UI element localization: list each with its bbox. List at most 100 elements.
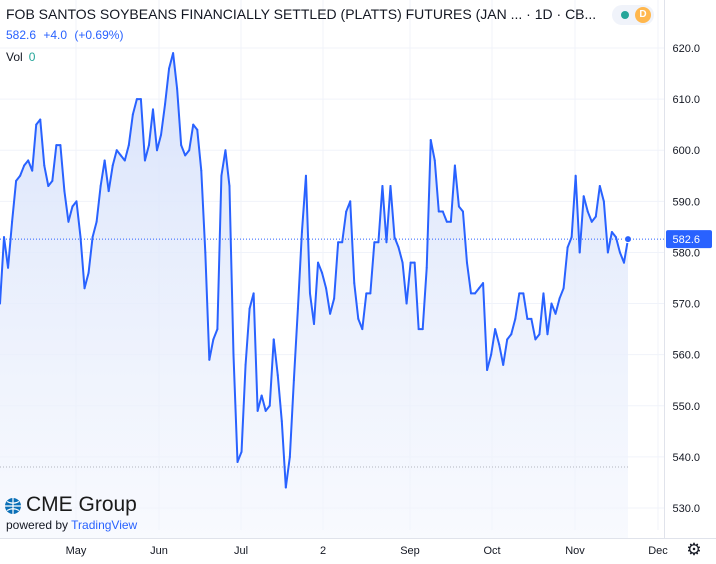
price-line-segment [204, 251, 211, 361]
price-line-segment [196, 128, 203, 172]
price-line-segment [614, 236, 621, 254]
price-line-segment [272, 338, 279, 377]
price-line-segment [562, 246, 569, 290]
price-line-segment [594, 185, 601, 218]
price-line-segment [156, 133, 163, 152]
tradingview-link[interactable]: TradingView [71, 518, 138, 532]
price-line-segment [361, 292, 368, 331]
price-line-segment [216, 174, 223, 331]
price-tick-label: 550.0 [672, 401, 700, 413]
price-line-segment [208, 338, 215, 361]
price-tick-label: 620.0 [672, 43, 700, 55]
cme-group-logo[interactable]: CME Group [4, 494, 137, 516]
price-tick-label: 610.0 [672, 94, 700, 106]
price-line-segment [554, 297, 561, 315]
price-line-segment [461, 210, 468, 264]
time-tick-label: Jul [234, 545, 248, 557]
price-line-segment [441, 210, 448, 223]
price-line-segment [566, 236, 573, 249]
price-line-segment [131, 98, 138, 116]
price-line-segment [494, 328, 501, 346]
price-line-segment [433, 159, 440, 213]
volume-legend[interactable]: Vol 0 [6, 50, 35, 64]
price-line-segment [602, 200, 609, 254]
price-line-segment [184, 149, 191, 157]
time-tick-label: Oct [483, 545, 500, 557]
price-line-segment [232, 353, 239, 463]
powered-by-text: powered by [6, 518, 69, 532]
price-line-segment [590, 215, 597, 223]
price-line-segment [341, 210, 348, 244]
price-line-segment [264, 404, 271, 412]
price-line-segment [212, 328, 219, 341]
price-line-segment [502, 338, 509, 366]
price-line-segment [401, 261, 408, 305]
price-line-segment [542, 292, 549, 336]
price-line-segment [256, 394, 263, 412]
price-line-segment [453, 164, 460, 208]
price-tick-label: 600.0 [672, 145, 700, 157]
price-line-segment [546, 302, 553, 336]
price-line-segment [3, 236, 10, 269]
price-line-segment [67, 205, 74, 223]
price-line-segment [325, 287, 332, 315]
price-line-segment [550, 302, 557, 315]
price-line-segment [63, 190, 70, 223]
price-line-segment [308, 292, 315, 325]
symbol-title[interactable]: FOB SANTOS SOYBEANS FINANCIALLY SETTLED … [6, 6, 597, 22]
price-line-segment [413, 261, 420, 331]
price-line-segment [498, 343, 505, 366]
price-tick-label: 560.0 [672, 350, 700, 362]
price-line-segment [292, 307, 299, 382]
price-line-segment [606, 231, 613, 254]
price-line-segment [288, 379, 295, 458]
price-line-segment [429, 139, 436, 162]
price-line-segment [329, 297, 336, 315]
price-line-segment [574, 174, 581, 254]
price-line-segment [87, 236, 94, 274]
price-line-segment [490, 328, 497, 356]
price-line-series [0, 52, 632, 489]
price-line-segment [381, 185, 388, 244]
price-line-segment [164, 67, 171, 106]
price-line-segment [538, 292, 545, 336]
price-line-segment [465, 261, 472, 295]
cme-group-wordmark: CME Group [26, 493, 137, 516]
price-line-segment [0, 236, 6, 305]
price-summary: 582.6 +4.0 (+0.69%) [6, 28, 127, 42]
price-line-segment [147, 108, 154, 147]
price-line-segment [534, 333, 541, 341]
price-line-segment [369, 241, 376, 295]
market-status-badge[interactable]: D [612, 5, 654, 25]
price-line-segment [514, 292, 521, 320]
price-line-segment [349, 200, 356, 285]
price-line-segment [91, 220, 98, 239]
time-tick-label: 2 [320, 545, 326, 557]
price-line-segment [296, 231, 303, 310]
price-line-segment [610, 231, 617, 239]
price-line-segment [405, 261, 412, 305]
settings-gear-icon[interactable]: ⚙ [686, 540, 702, 559]
price-line-segment [389, 185, 396, 239]
price-line-segment [486, 353, 493, 371]
price-line-segment [317, 261, 324, 274]
delayed-icon: D [635, 7, 651, 23]
price-line-segment [151, 108, 158, 152]
time-tick-label: Jun [150, 545, 168, 557]
price-line-segment [228, 185, 235, 356]
price-change: +4.0 [43, 28, 68, 42]
price-line-segment [7, 220, 14, 269]
price-line-segment [578, 195, 585, 254]
price-line-segment [558, 287, 565, 300]
price-line-segment [51, 144, 58, 182]
volume-label: Vol [6, 50, 23, 64]
price-line-segment [192, 123, 199, 131]
price-line-segment [127, 113, 134, 147]
price-line-segment [79, 236, 86, 290]
price-line-segment [457, 205, 464, 213]
powered-by-tradingview[interactable]: powered by TradingView [6, 518, 137, 532]
price-line-segment [31, 123, 38, 172]
price-line-segment [103, 159, 110, 193]
price-line-segment [200, 169, 207, 254]
